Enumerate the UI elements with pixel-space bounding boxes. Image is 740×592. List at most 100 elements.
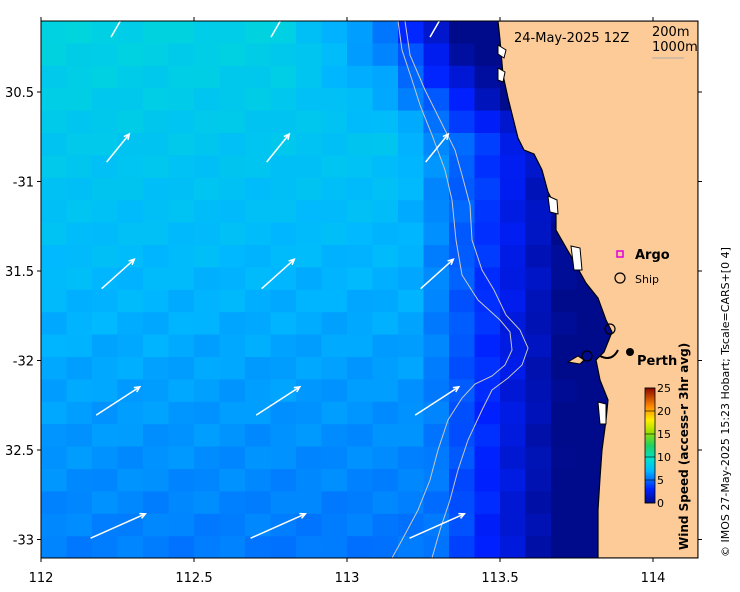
wind-cell [92, 446, 119, 470]
wind-cell [449, 401, 476, 425]
wind-cell [474, 88, 501, 112]
wind-cell [449, 379, 476, 403]
wind-cell [143, 446, 170, 470]
wind-cell [168, 88, 195, 112]
wind-cell [168, 43, 195, 67]
wind-cell [500, 312, 527, 336]
wind-cell [347, 357, 374, 380]
wind-cell [143, 267, 170, 291]
wind-cell [143, 43, 170, 67]
wind-cell [296, 469, 323, 492]
wind-cell [525, 222, 552, 246]
wind-cell [423, 469, 450, 492]
y-tick-label: -32 [13, 355, 34, 370]
wind-cell [143, 401, 170, 425]
wind-cell [219, 424, 246, 448]
wind-cell [423, 177, 450, 201]
wind-cell [270, 424, 297, 448]
wind-cell [92, 65, 119, 89]
ship-marker: Ship [614, 272, 659, 286]
wind-cell [194, 446, 221, 470]
ship-track-point [581, 350, 593, 362]
wind-cell [398, 88, 425, 112]
wind-cell [270, 222, 297, 246]
wind-cell [398, 110, 425, 134]
wind-cell [474, 312, 501, 336]
wind-cell [398, 177, 425, 201]
wind-cell [474, 334, 501, 358]
wind-cell [551, 379, 578, 403]
wind-cell [92, 43, 119, 67]
wind-cell [117, 200, 144, 224]
wind-cell [398, 222, 425, 246]
wind-cell [92, 245, 119, 268]
wind-cell [168, 357, 195, 380]
wind-cell [449, 155, 476, 179]
wind-cell [474, 177, 501, 201]
wind-cell [500, 222, 527, 246]
colorbar-label: Wind Speed (access-r 3hr avg) [677, 343, 691, 550]
wind-cell [117, 513, 144, 537]
wind-cell [168, 155, 195, 179]
wind-cell [423, 21, 450, 44]
wind-cell [576, 401, 603, 425]
wind-cell [372, 424, 399, 448]
wind-cell [66, 513, 93, 537]
wind-cell [92, 21, 119, 44]
wind-cell [143, 334, 170, 358]
wind-cell [474, 21, 501, 44]
wind-cell [194, 200, 221, 224]
wind-cell [296, 424, 323, 448]
wind-cell [296, 133, 323, 156]
wind-arrow [425, 132, 450, 163]
x-tick-label: 114 [641, 571, 666, 586]
wind-cell [270, 446, 297, 470]
wind-cell [245, 334, 272, 358]
wind-cell [525, 424, 552, 448]
wind-cell [245, 21, 272, 44]
wind-cell [219, 155, 246, 179]
wind-cell [423, 267, 450, 291]
x-tick-label: 112.5 [175, 571, 212, 586]
wind-cell [168, 401, 195, 425]
wind-cell [245, 110, 272, 134]
land-notches [497, 44, 607, 425]
wind-cell [296, 155, 323, 179]
wind-cell [41, 65, 68, 89]
wind-cell [474, 513, 501, 537]
colorbar-gradient [644, 387, 656, 504]
colorbar-tick-label: 10 [657, 451, 671, 464]
wind-cell [92, 155, 119, 179]
wind-cell [117, 21, 144, 44]
wind-cell [66, 21, 93, 44]
wind-cell [372, 357, 399, 380]
wind-cell [398, 289, 425, 313]
wind-cell [219, 289, 246, 313]
colorbar-tick-label: 0 [657, 497, 664, 510]
colorbar-tick-label: 15 [657, 428, 671, 441]
wind-cell [423, 155, 450, 179]
wind-arrow [429, 21, 441, 38]
wind-cell [41, 177, 68, 201]
wind-cell [321, 43, 348, 67]
wind-cell [168, 289, 195, 313]
wind-cell [321, 21, 348, 44]
wind-cell [398, 133, 425, 156]
wind-cell [143, 200, 170, 224]
wind-cell [66, 379, 93, 403]
wind-cell [551, 424, 578, 448]
wind-cell [168, 312, 195, 336]
y-axis-ticks: 30.5 -31 31.5 -32 32.5 -33 [5, 86, 702, 549]
wind-cell [500, 446, 527, 470]
wind-cell [449, 200, 476, 224]
y-tick-label: 32.5 [5, 444, 34, 459]
wind-cell [168, 513, 195, 537]
wind-cell [347, 401, 374, 425]
wind-cell [347, 513, 374, 537]
wind-cell [66, 200, 93, 224]
wind-cell [219, 379, 246, 403]
wind-cell [219, 267, 246, 291]
wind-cell [296, 357, 323, 380]
wind-cell [92, 289, 119, 313]
wind-cell [143, 245, 170, 268]
